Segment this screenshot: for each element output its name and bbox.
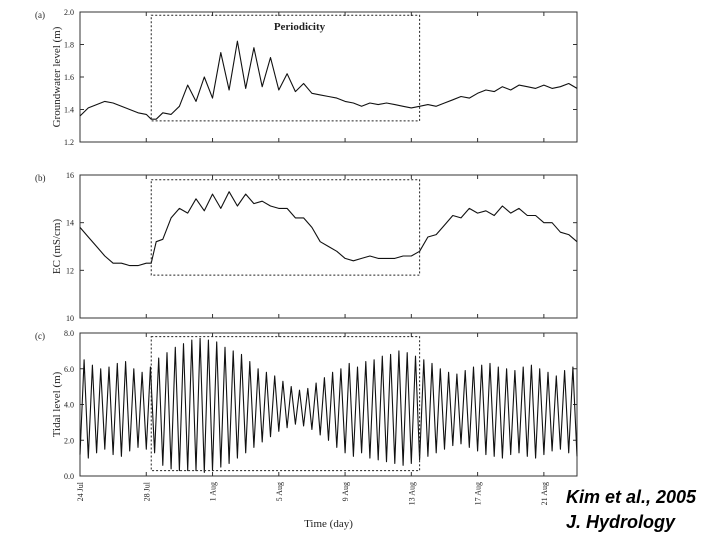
y-axis-label: Groundwater level (m)	[51, 26, 63, 127]
y-tick-label: 2.0	[64, 8, 74, 17]
x-tick-label: 24 Jul	[76, 481, 85, 501]
highlight-box	[150, 336, 421, 472]
panel-2: 10 12 14 16 (b) EC (mS/cm)	[35, 171, 578, 323]
y-tick-label: 1.6	[64, 73, 74, 82]
panel-1: 1.2 1.4 1.6 1.8 2.0 (a) Groundwater level (m) P…	[35, 8, 578, 147]
citation-authors: Kim et al., 2005	[566, 487, 697, 507]
x-axis-label: Time (day)	[304, 518, 353, 530]
series-line	[79, 337, 578, 473]
y-tick-label: 4.0	[64, 401, 74, 410]
y-tick-label: 6.0	[64, 365, 74, 374]
x-tick-label: 1 Aug	[209, 482, 218, 501]
y-tick-label: 16	[66, 171, 74, 180]
highlight-box	[150, 179, 421, 276]
plot-frame	[79, 174, 578, 319]
y-axis-label: EC (mS/cm)	[51, 219, 63, 275]
x-tick-label: 13 Aug	[407, 482, 416, 505]
x-tick-label: 5 Aug	[275, 482, 284, 501]
y-tick-label: 12	[66, 266, 74, 275]
citation-journal: J. Hydrology	[566, 512, 676, 532]
y-tick-label: 0.0	[64, 472, 74, 481]
y-tick-label: 2.0	[64, 436, 74, 445]
y-tick-label: 10	[66, 314, 74, 323]
y-tick-label: 1.2	[64, 138, 74, 147]
y-tick-label: 1.8	[64, 41, 74, 50]
y-tick-label: 8.0	[64, 329, 74, 338]
x-tick-label: 28 Jul	[142, 481, 151, 501]
y-tick-label: 1.4	[64, 106, 74, 115]
panel-label: (c)	[35, 331, 45, 341]
series-line	[79, 191, 578, 267]
x-tick-label: 17 Aug	[474, 482, 483, 505]
annotation-periodicity: Periodicity	[274, 21, 326, 33]
y-axis-label: Tidal level (m)	[51, 371, 63, 437]
highlight-box	[150, 14, 421, 122]
plot-frame	[79, 11, 578, 143]
y-tick-label: 14	[66, 219, 74, 228]
x-tick-label: 9 Aug	[341, 482, 350, 501]
panel-label: (b)	[35, 173, 46, 183]
panel-label: (a)	[35, 10, 45, 20]
series-line	[79, 40, 578, 120]
panel-3: 0.0 2.0 4.0 6.0 8.0 (c) Tidal level (m)	[35, 329, 578, 481]
x-tick-label: 21 Aug	[540, 482, 549, 505]
